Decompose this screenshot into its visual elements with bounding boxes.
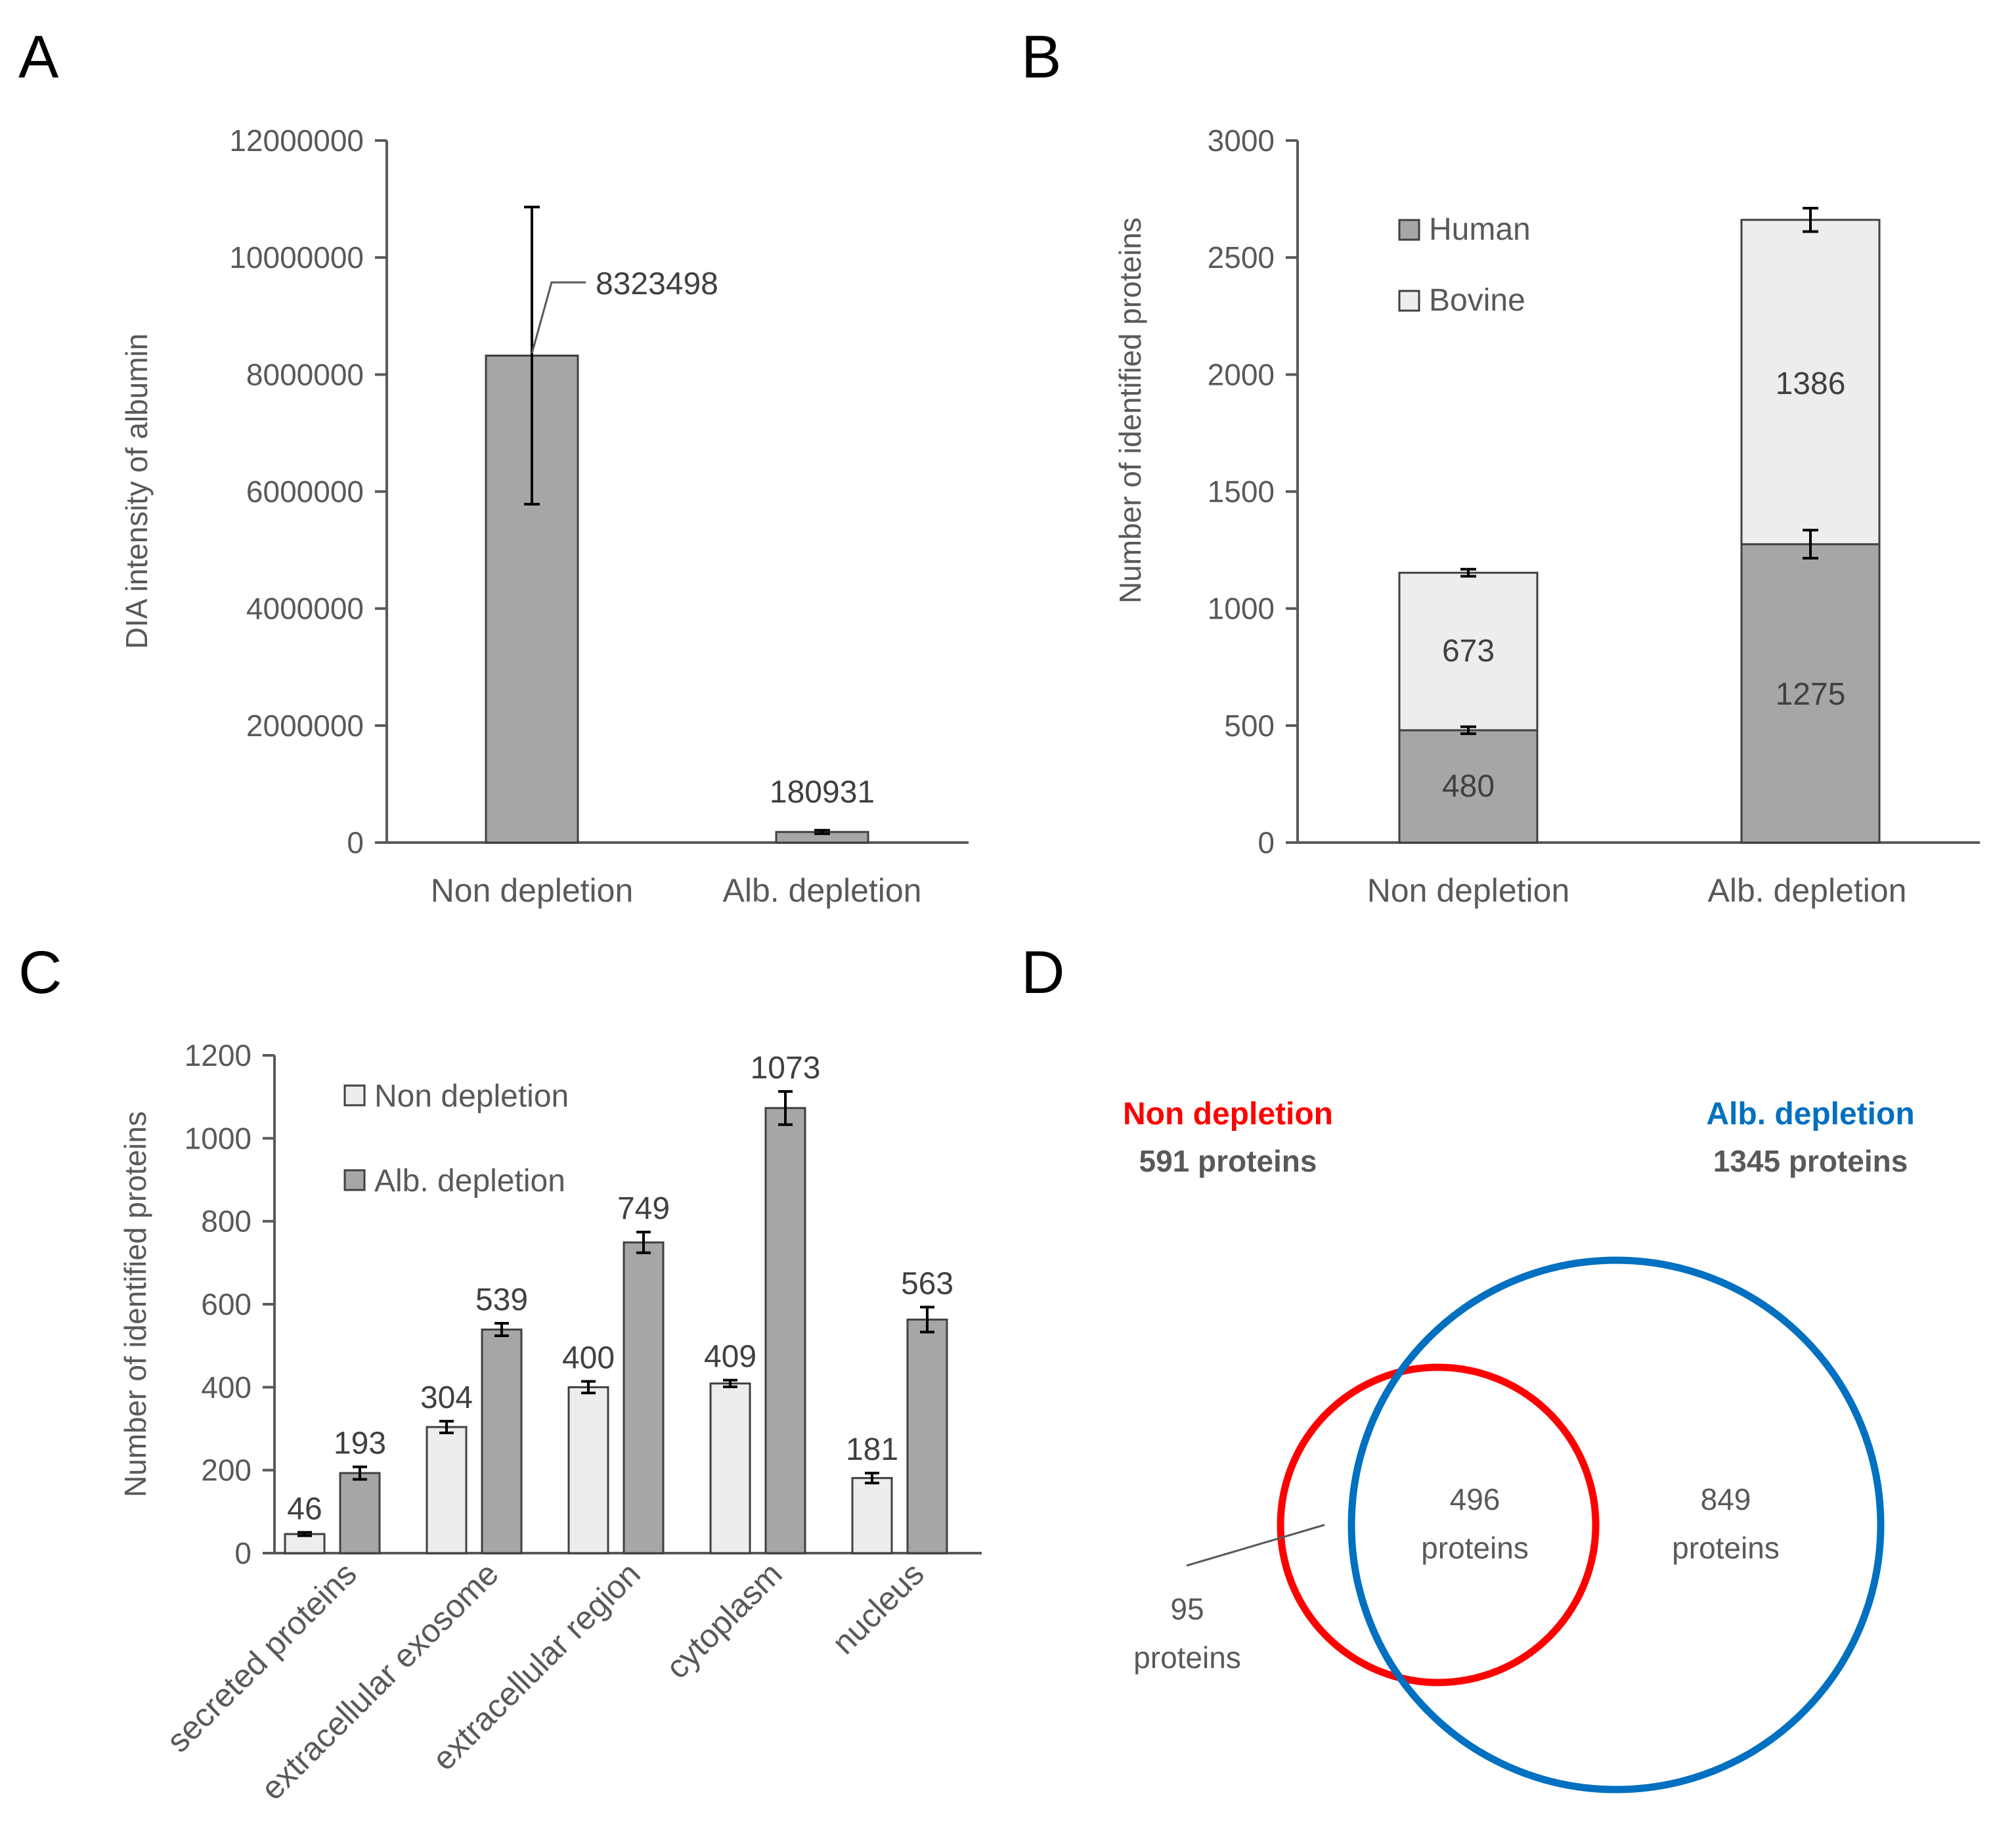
chart-c-tick-label: 0: [234, 1536, 252, 1570]
venn-total-alb-depletion: 1345 proteins: [1713, 1144, 1908, 1178]
chart-b-bar-human: [1740, 543, 1881, 844]
legend-label-human: Human: [1429, 212, 1531, 247]
chart-c-tick-label: 600: [201, 1287, 252, 1321]
chart-c-bar-alb-depletion: [764, 1107, 806, 1554]
chart-c-tick-label: 1200: [185, 1038, 252, 1072]
panel-letter-b: B: [1021, 24, 1061, 91]
chart-b-tick-label: 0: [1258, 825, 1275, 860]
venn-total-non-depletion: 591 proteins: [1139, 1144, 1317, 1178]
chart-a-tick-label: 12000000: [229, 123, 364, 158]
chart-a: 0 2000000 4000000 6000000 8000000 10000000 120…: [120, 123, 969, 909]
chart-b-bar-bovine: [1740, 219, 1881, 546]
chart-c-data-label: 539: [475, 1283, 528, 1317]
chart-b-tick-label: 2500: [1208, 240, 1275, 275]
chart-c-bar-non-depletion: [709, 1382, 751, 1554]
chart-a-category: Non depletion: [431, 872, 634, 909]
chart-a-ylabel: DIA intensity of albumin: [120, 334, 154, 649]
chart-b-bar-bovine: [1398, 571, 1539, 732]
chart-c-tick-label: 400: [201, 1370, 252, 1404]
venn-non-only-count: 95: [1170, 1592, 1204, 1626]
legend-swatch-non-depletion: [343, 1084, 366, 1107]
chart-c-bar-alb-depletion: [906, 1318, 948, 1554]
chart-c-category: cytoplasm: [659, 1555, 789, 1686]
chart-b-category: Alb. depletion: [1707, 872, 1906, 909]
chart-c-category: nucleus: [825, 1555, 931, 1661]
chart-c-tick-label: 200: [201, 1453, 252, 1487]
chart-b-data-label: 480: [1442, 769, 1495, 804]
chart-a-tick-label: 10000000: [229, 240, 364, 275]
chart-a-tick-label: 4000000: [246, 592, 364, 626]
chart-a-tick-label: 8000000: [246, 357, 364, 391]
chart-b-data-label: 673: [1442, 634, 1495, 669]
legend-swatch-human: [1398, 219, 1420, 241]
chart-c-bar-alb-depletion: [481, 1329, 523, 1554]
venn-alb-only-count: 849: [1701, 1482, 1751, 1516]
chart-c-data-label: 304: [420, 1380, 473, 1415]
chart-b: 0 500 1000 1500 2000 2500 3000 Number of ident…: [1113, 123, 1980, 909]
panel-letter-a: A: [18, 24, 59, 91]
legend-label-non-depletion: Non depletion: [374, 1079, 569, 1114]
chart-a-tick-label: 2000000: [246, 709, 364, 743]
chart-a-leader-line: [531, 281, 586, 354]
legend-label-bovine: Bovine: [1429, 283, 1525, 318]
venn-overlap-count: 496: [1450, 1482, 1500, 1516]
venn-overlap-unit: proteins: [1421, 1531, 1529, 1565]
venn-title-non-depletion: Non depletion: [1123, 1097, 1333, 1132]
chart-b-category: Non depletion: [1367, 872, 1570, 909]
chart-c-data-label: 46: [287, 1491, 322, 1526]
chart-b-ylabel: Number of identified proteins: [1113, 217, 1147, 604]
chart-a-value-label: 8323498: [596, 267, 718, 301]
legend-swatch-bovine: [1398, 290, 1420, 312]
chart-b-tick-label: 3000: [1208, 123, 1275, 158]
chart-c-data-label: 193: [334, 1426, 386, 1461]
chart-c-tick-label: 800: [201, 1204, 252, 1239]
chart-c-data-label: 409: [704, 1340, 756, 1375]
chart-c-bar-non-depletion: [426, 1426, 468, 1554]
chart-b-tick-label: 2000: [1208, 357, 1275, 391]
chart-b-tick-label: 1500: [1208, 475, 1275, 509]
chart-c-data-label: 563: [901, 1266, 953, 1301]
chart-a-tick-label: 0: [347, 825, 364, 860]
venn-circle-non-depletion: [1277, 1363, 1600, 1686]
chart-b-tick-label: 500: [1224, 709, 1275, 743]
venn-leader-line: [1186, 1524, 1325, 1567]
chart-c-tick-label: 1000: [185, 1121, 252, 1155]
chart-c-data-label: 749: [617, 1191, 670, 1226]
chart-a-value-label: 180931: [770, 775, 875, 810]
venn-non-only-unit: proteins: [1133, 1640, 1241, 1675]
chart-c-bar-non-depletion: [567, 1386, 609, 1554]
chart-c-bar-alb-depletion: [339, 1472, 381, 1554]
chart-b-data-label: 1275: [1776, 677, 1846, 712]
panel-letter-d: D: [1021, 939, 1064, 1006]
chart-c-ylabel: Number of identified proteins: [118, 1111, 152, 1497]
chart-c-bar-non-depletion: [851, 1477, 893, 1554]
chart-c-category: extracellular exosome: [253, 1555, 505, 1807]
chart-a-tick-label: 6000000: [246, 475, 364, 509]
venn-diagram: Non depletion 591 proteins Alb. depletio…: [1123, 1097, 1915, 1793]
chart-b-data-label: 1386: [1776, 366, 1846, 401]
venn-circle-alb-depletion: [1347, 1256, 1885, 1793]
venn-title-alb-depletion: Alb. depletion: [1706, 1097, 1914, 1132]
legend-swatch-alb-depletion: [343, 1169, 366, 1191]
chart-c-data-label: 400: [562, 1340, 615, 1375]
chart-b-tick-label: 1000: [1208, 592, 1275, 626]
chart-c-bar-non-depletion: [284, 1533, 326, 1554]
chart-c-data-label: 181: [846, 1432, 898, 1467]
legend-label-alb-depletion: Alb. depletion: [374, 1164, 565, 1199]
chart-c-bar-alb-depletion: [623, 1241, 665, 1554]
venn-alb-only-unit: proteins: [1672, 1531, 1780, 1565]
panel-letter-c: C: [18, 939, 62, 1006]
chart-b-bar-human: [1398, 729, 1539, 844]
chart-a-category: Alb. depletion: [722, 872, 921, 909]
chart-c-data-label: 1073: [751, 1051, 821, 1086]
